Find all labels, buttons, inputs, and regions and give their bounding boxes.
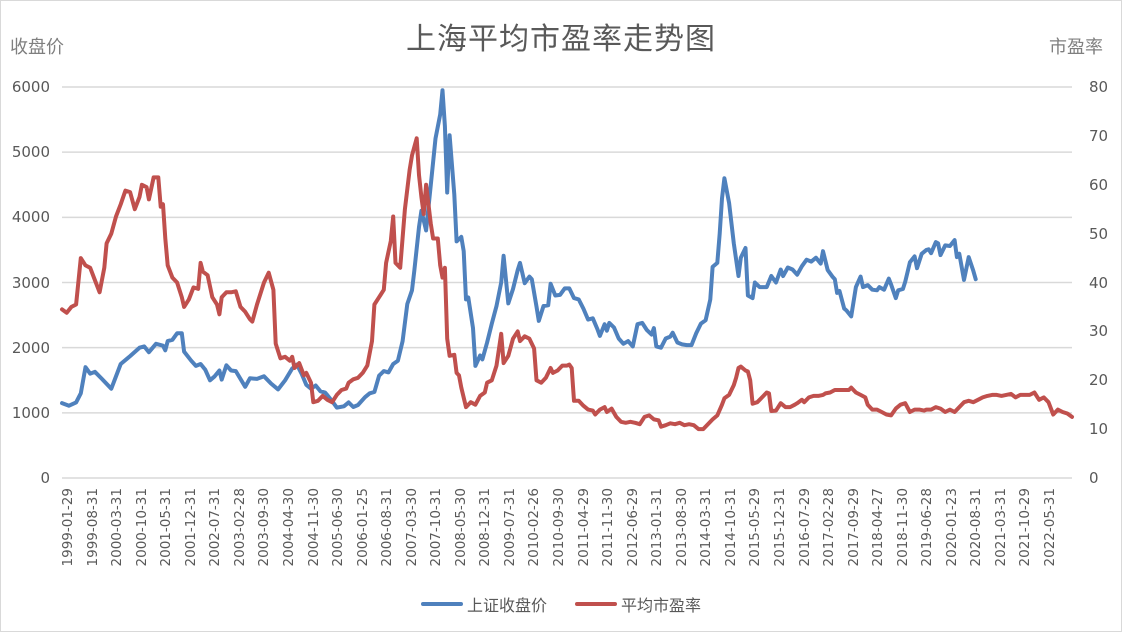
chart-title: 上海平均市盈率走势图 (406, 22, 716, 57)
right-y-tick: 30 (1089, 322, 1109, 341)
legend-item-close-price[interactable]: 上证收盘价 (420, 592, 547, 616)
right-y-tick: 0 (1089, 469, 1099, 487)
left-y-tick: 1000 (11, 403, 50, 422)
red-line-swatch-icon (575, 602, 617, 606)
right-y-tick: 50 (1089, 224, 1109, 243)
legend-label: 上证收盘价 (466, 596, 547, 615)
right-axis-title: 市盈率 (1049, 37, 1103, 58)
blue-line-swatch-icon (420, 602, 463, 606)
left-y-tick: 4000 (11, 208, 50, 227)
legend-label: 平均市盈率 (621, 596, 702, 615)
right-y-tick: 40 (1089, 273, 1109, 292)
right-y-tick: 20 (1089, 371, 1109, 390)
left-y-tick: 5000 (11, 143, 50, 162)
left-axis-title: 收盘价 (10, 37, 64, 58)
legend-item-pe-ratio[interactable]: 平均市盈率 (575, 592, 701, 616)
right-y-tick: 70 (1089, 126, 1109, 145)
left-y-tick: 2000 (11, 338, 50, 357)
right-y-tick: 60 (1089, 175, 1109, 194)
right-y-tick: 10 (1089, 420, 1109, 439)
pe-ratio-line (60, 136, 1074, 432)
left-y-tick: 0 (40, 469, 50, 487)
left-y-tick: 6000 (11, 78, 50, 96)
close-price-line (60, 88, 978, 410)
left-y-tick: 3000 (11, 273, 50, 292)
legend: 上证收盘价 平均市盈率 (0, 592, 1122, 616)
right-y-tick: 80 (1089, 78, 1109, 96)
